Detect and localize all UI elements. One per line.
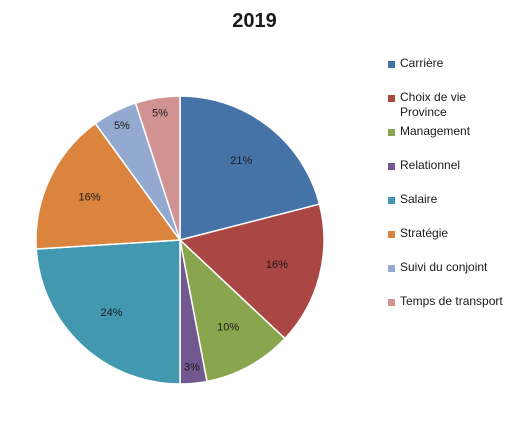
pie-slices <box>35 95 325 385</box>
legend-item-temps-de-transport: Temps de transport <box>388 294 506 309</box>
legend-swatch <box>388 163 395 170</box>
pie-slice-salaire <box>35 239 181 385</box>
slice-label-suivi-du-conjoint: 5% <box>114 120 130 132</box>
legend-swatch <box>388 197 395 204</box>
slice-label-strategie: 16% <box>78 191 100 203</box>
slice-label-carriere: 21% <box>230 155 252 167</box>
legend-item-suivi-du-conjoint: Suivi du conjoint <box>388 260 506 275</box>
legend-label: Salaire <box>400 192 438 206</box>
pie-slice-labels: 21% 16% 10% 3% 24% 16% 5% 5% <box>78 108 288 374</box>
legend-swatch <box>388 129 395 136</box>
legend-label: Management <box>400 124 471 138</box>
slice-label-relationnel: 3% <box>184 361 200 373</box>
slice-label-temps-de-transport: 5% <box>152 108 168 120</box>
legend-swatch <box>388 95 395 102</box>
legend-label: Stratégie <box>400 226 449 240</box>
legend-item-choix-de-vie-province: Choix de vie Province <box>388 90 506 120</box>
slice-label-management: 10% <box>217 322 239 334</box>
legend-swatch <box>388 265 395 272</box>
legend-label: Relationnel <box>400 158 461 172</box>
legend-swatch <box>388 61 395 68</box>
legend-label: Temps de transport <box>400 294 503 308</box>
legend-swatch <box>388 231 395 238</box>
legend-item-carriere: Carrière <box>388 56 506 71</box>
pie-slice-strategie <box>35 122 182 250</box>
chart-title: 2019 <box>232 10 277 32</box>
legend-item-salaire: Salaire <box>388 192 506 207</box>
pie-slice-carriere <box>179 95 321 241</box>
legend-label: Choix de vie Province <box>400 90 467 119</box>
pie-slice-temps-de-transport <box>134 95 181 241</box>
legend-item-relationnel: Relationnel <box>388 158 506 173</box>
legend-swatch <box>388 299 395 306</box>
legend-label: Suivi du conjoint <box>400 260 488 274</box>
pie-slice-choix-de-vie-province <box>178 203 325 340</box>
slice-label-choix-de-vie-province: 16% <box>266 259 288 271</box>
slice-label-salaire: 24% <box>100 307 122 319</box>
legend-item-strategie: Stratégie <box>388 226 506 241</box>
legend-item-management: Management <box>388 124 506 139</box>
legend-label: Carrière <box>400 56 444 70</box>
pie-slice-management <box>178 237 287 383</box>
